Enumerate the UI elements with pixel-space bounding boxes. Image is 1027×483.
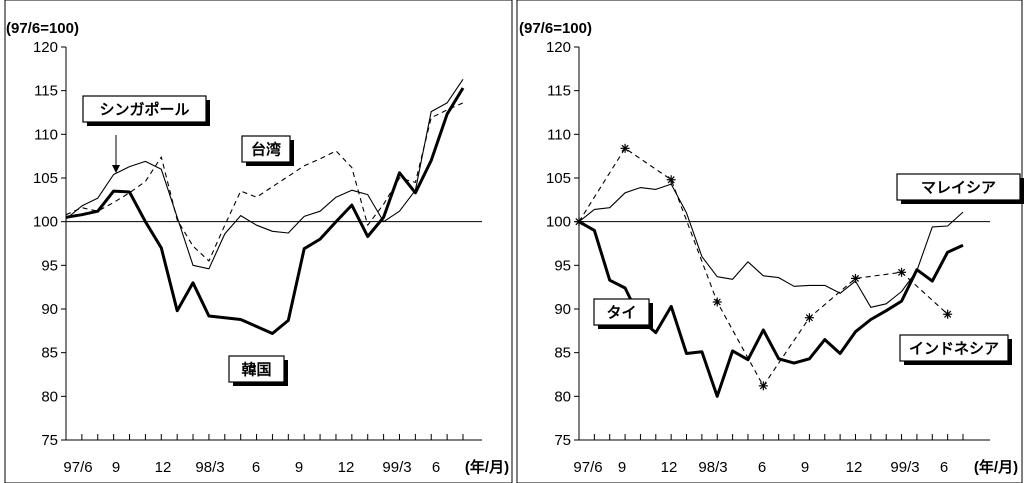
x-tick-label: 98/3 [195,459,224,476]
y-tick-label: 95 [41,257,58,274]
series-line-1 [578,183,964,308]
label-box [899,334,1009,362]
y-tick-label: 115 [34,83,58,100]
label-leader-arrow [112,165,120,173]
y-tick-label: 85 [41,345,58,362]
x-tick-label: 12 [338,459,355,476]
chart-panel-2: 75 80 85 90 95 100 105 110 115 120 97/6 9 12 98/3 6 9 12… [516,0,1024,483]
y-tick-label: 95 [554,257,571,274]
y-tick-label: 120 [546,39,571,56]
x-tick-label: 99/3 [890,459,919,476]
series-label-1: マレイシア [896,173,1024,204]
x-tick-label: 6 [758,459,766,476]
x-tick-label: 98/3 [698,459,727,476]
y-unit-label: (97/6=100) [519,20,592,37]
x-tick-label: 12 [661,459,678,476]
series-label-3: 韓国 [228,355,288,386]
panel-frame [516,0,1023,483]
label-text: インドネシア [909,340,999,358]
x-tick-label: 6 [252,459,260,476]
y-tick-label: 75 [41,432,58,449]
x-tick-label: 9 [801,459,809,476]
x-unit-label: (年/月) [465,458,509,476]
series-marker [666,175,676,185]
y-tick-label: 110 [34,126,58,143]
x-tick-label: 9 [295,459,303,476]
series-label-3: インドネシア [899,334,1012,365]
marker-stroke [575,218,583,226]
series-marker [943,309,953,319]
y-tick-label: 115 [547,83,571,100]
x-tick-label: 6 [940,459,948,476]
label-text: シンガポール [99,101,189,119]
series-label-1: シンガポール [82,95,210,173]
label-text: マレイシア [921,179,996,197]
x-tick-label: 97/6 [63,459,92,476]
label-box [241,135,291,163]
y-tick-label: 100 [33,214,58,231]
y-tick-label: 105 [33,170,58,187]
series-marker [804,313,814,323]
label-box [82,95,207,123]
series-marker [620,143,630,153]
series-marker [850,273,860,283]
label-box [896,173,1021,201]
x-tick-label: 6 [432,459,440,476]
label-box [228,355,285,383]
series-label-2: 台湾 [241,135,294,166]
marker-stroke [667,176,675,184]
x-tick-label: 9 [618,459,626,476]
label-box [593,298,650,326]
series-line-2 [578,147,948,387]
y-tick-label: 90 [554,301,571,318]
series-marker [897,267,907,277]
series-label-2: タイ [593,298,653,329]
y-tick-label: 105 [546,170,571,187]
x-tick-label: 99/3 [382,459,411,476]
marker-stroke [713,298,721,306]
marker-stroke [805,314,813,322]
y-tick-label: 80 [554,388,571,405]
marker-stroke [851,274,860,283]
marker-stroke [897,268,906,276]
chart-panel-1: 75 80 85 90 95 100 105 110 115 120 97/6 9 12 98/3 6 9 12… [4,0,513,483]
label-text: 韓国 [241,361,271,379]
y-tick-label: 75 [554,432,571,449]
x-unit-label: (年/月) [974,458,1018,476]
series-marker [712,297,722,307]
series-marker [758,381,768,391]
series-line-3 [65,87,465,335]
series-line-2 [65,102,464,262]
y-tick-label: 90 [41,301,58,318]
series-line-1 [65,78,464,270]
x-tick-label: 97/6 [573,459,602,476]
y-tick-label: 80 [41,388,58,405]
label-text: タイ [606,304,636,322]
y-tick-label: 100 [546,214,571,231]
y-tick-label: 110 [547,126,571,143]
y-tick-label: 120 [33,39,58,56]
y-tick-label: 85 [554,345,571,362]
y-unit-label: (97/6=100) [6,20,79,37]
marker-stroke [944,310,952,318]
x-tick-label: 9 [112,459,120,476]
x-tick-label: 12 [846,459,863,476]
marker-stroke [621,144,629,152]
marker-stroke [759,382,767,390]
panel-frame [4,0,513,483]
label-text: 台湾 [251,141,281,159]
x-tick-label: 12 [155,459,172,476]
